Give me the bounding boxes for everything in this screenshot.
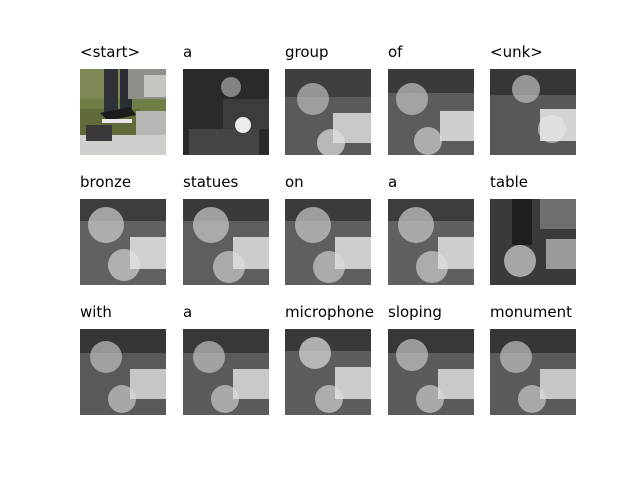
panel-word: <unk> — [490, 43, 543, 61]
attention-image — [183, 329, 269, 415]
attention-image — [183, 69, 269, 155]
panel-word: a — [183, 303, 193, 321]
panel-word: bronze — [80, 173, 132, 191]
panel-word: table — [490, 173, 528, 191]
panel-word: <start> — [80, 43, 141, 61]
attention-image — [490, 329, 576, 415]
attention-image — [285, 69, 371, 155]
panel-word: a — [183, 43, 193, 61]
attention-image — [80, 329, 166, 415]
panel-word: group — [285, 43, 329, 61]
attention-image — [285, 199, 371, 285]
panel-word: a — [388, 173, 398, 191]
attention-image — [490, 69, 576, 155]
attention-image — [388, 199, 474, 285]
attention-image — [490, 199, 576, 285]
panel-word: statues — [183, 173, 239, 191]
attention-image — [183, 199, 269, 285]
attention-image — [388, 329, 474, 415]
attention-image — [80, 199, 166, 285]
panel-word: on — [285, 173, 304, 191]
attention-image — [285, 329, 371, 415]
attention-image — [388, 69, 474, 155]
panel-word: of — [388, 43, 403, 61]
panel-word: with — [80, 303, 112, 321]
panel-word: microphone — [285, 303, 374, 321]
panel-word: sloping — [388, 303, 442, 321]
panel-word: monument — [490, 303, 573, 321]
original-photo — [80, 69, 166, 155]
